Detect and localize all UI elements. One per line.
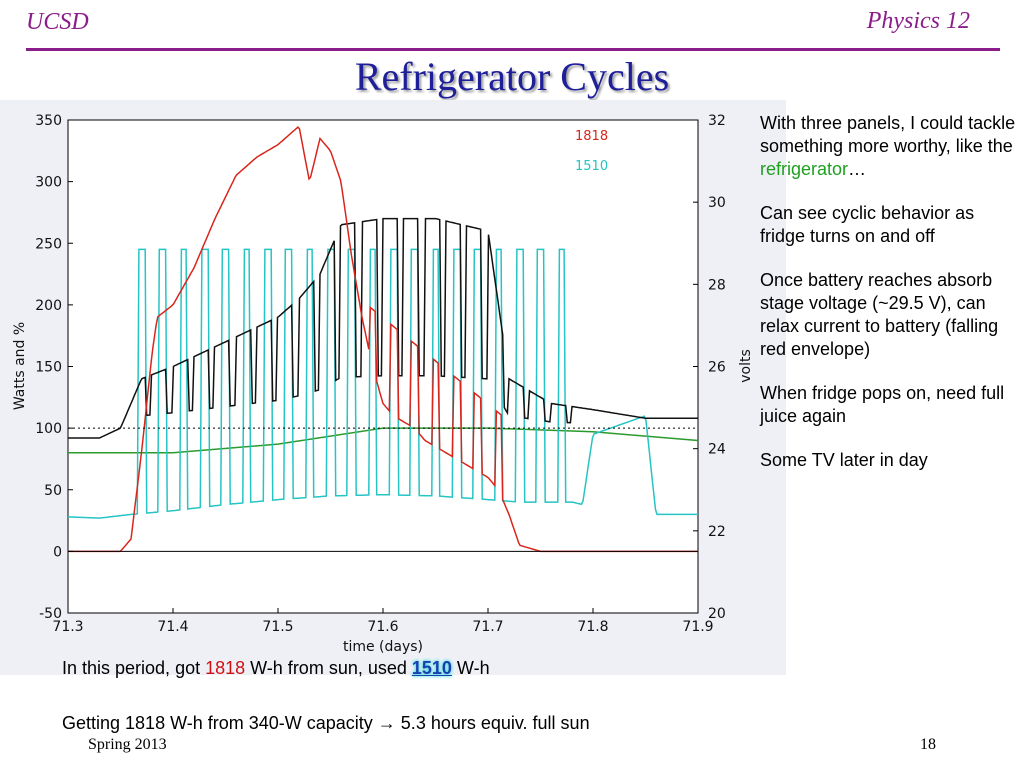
- footer-term: Spring 2013: [88, 736, 167, 753]
- institution-label: UCSD: [26, 9, 89, 35]
- x-tick-label: 71.3: [52, 619, 83, 635]
- capacity-line: Getting 1818 W-h from 340-W capacity → 5…: [62, 713, 590, 733]
- x-tick-label: 71.9: [682, 619, 713, 635]
- y-tick-label: 200: [35, 298, 62, 314]
- y-tick-label: 100: [35, 421, 62, 437]
- legend-entry-1510: 1510: [575, 159, 608, 174]
- y-tick-label: 0: [53, 544, 62, 560]
- x-tick-label: 71.4: [157, 619, 188, 635]
- series-line-1510: [68, 248, 698, 519]
- y-tick-label: 350: [35, 113, 62, 129]
- footer-slide-number: 18: [920, 736, 936, 753]
- chart-panel: 71.3 71.4 71.5 71.6 71.7 71.8 71.9 -50 0 50 100 150…: [0, 100, 786, 675]
- y2-tick-label: 32: [708, 113, 726, 129]
- note-5: Some TV later in day: [760, 450, 928, 470]
- summary-line: In this period, got 1818 W-h from sun, u…: [62, 658, 490, 679]
- y2-tick-label: 30: [708, 195, 726, 211]
- series-line-black: [68, 217, 698, 439]
- header-divider: [26, 48, 1000, 51]
- axis-label-group: time (days) Watts and % volts: [12, 322, 754, 655]
- course-label: Physics 12: [866, 8, 970, 34]
- y2-tick-label: 24: [708, 442, 726, 458]
- y-tick-label: -50: [39, 606, 62, 622]
- x-tick-label: 71.6: [367, 619, 398, 635]
- notes-panel: With three panels, I could tackle someth…: [760, 112, 1018, 493]
- x-axis-label: time (days): [343, 639, 423, 655]
- summary-used-value: 1510: [411, 658, 452, 678]
- note-3: Once battery reaches absorb stage voltag…: [760, 270, 999, 359]
- y-tick-label: 150: [35, 360, 62, 376]
- note-1: With three panels, I could tackle someth…: [760, 112, 1018, 181]
- refrigerator-highlight: refrigerator: [760, 159, 849, 179]
- y2-tick-label: 20: [708, 606, 726, 622]
- y2-axis-label: volts: [738, 349, 754, 383]
- x-tick-label: 71.8: [577, 619, 608, 635]
- summary-got-value: 1818: [205, 658, 246, 678]
- y-tick-label: 250: [35, 236, 62, 252]
- y2-tick-label: 26: [708, 360, 726, 376]
- x-tick-label: 71.7: [472, 619, 503, 635]
- note-1-text: With three panels, I could tackle someth…: [760, 113, 1016, 156]
- summary-suffix: W-h: [451, 658, 490, 678]
- power-chart: 71.3 71.4 71.5 71.6 71.7 71.8 71.9 -50 0 50 100 150…: [12, 113, 754, 655]
- summary-prefix: In this period, got: [62, 658, 206, 678]
- note-4: When fridge pops on, need full juice aga…: [760, 383, 1005, 426]
- tick-group: 71.3 71.4 71.5 71.6 71.7 71.8 71.9 -50 0 50 100 150…: [35, 113, 726, 635]
- legend-group: 1818 1510: [575, 129, 608, 174]
- note-2: Can see cyclic behavior as fridge turns …: [760, 203, 975, 246]
- x-tick-label: 71.5: [262, 619, 293, 635]
- y2-tick-label: 22: [708, 524, 726, 540]
- reference-line-group: [68, 427, 698, 552]
- y-tick-label: 300: [35, 175, 62, 191]
- y2-tick-label: 28: [708, 277, 726, 293]
- plot-area: [67, 119, 699, 614]
- summary-middle: W-h from sun, used: [245, 658, 412, 678]
- note-1-end: …: [848, 159, 867, 179]
- legend-entry-1818: 1818: [575, 129, 608, 144]
- y-axis-label: Watts and %: [12, 322, 28, 410]
- y-tick-label: 50: [44, 483, 62, 499]
- slide-title: Refrigerator Cycles: [354, 54, 670, 99]
